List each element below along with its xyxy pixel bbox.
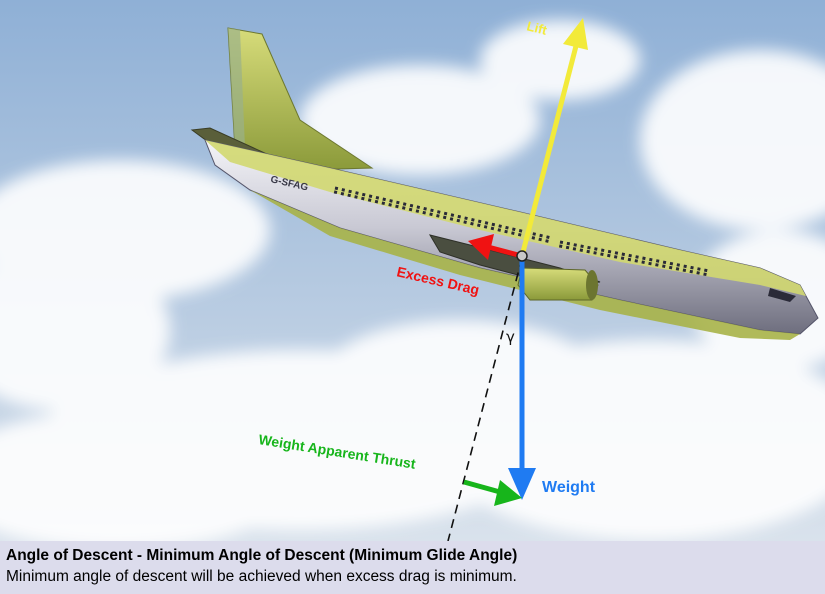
cg-point [516,250,528,262]
lift-label: Lift [525,18,549,38]
weight-apparent-thrust-vector [463,479,522,506]
angle-gamma-symbol: γ [506,328,515,346]
aircraft: G-SFAG [190,27,819,340]
caption-title: Angle of Descent - Minimum Angle of Desc… [6,547,518,564]
caption-text: Minimum angle of descent will be achieve… [6,568,517,585]
cockpit-windows [768,288,796,302]
flight-path-line [447,257,523,541]
caption-panel: Angle of Descent - Minimum Angle of Desc… [0,541,825,594]
clouds [0,20,825,541]
engine [517,267,599,301]
weight-vector [508,258,536,500]
weight-label: Weight [542,479,596,496]
lift-vector [519,18,588,259]
descent-diagram: G-SFAG Lift Excess Drag Weight Weight Ap… [0,0,825,541]
excess-drag-vector [468,234,523,260]
